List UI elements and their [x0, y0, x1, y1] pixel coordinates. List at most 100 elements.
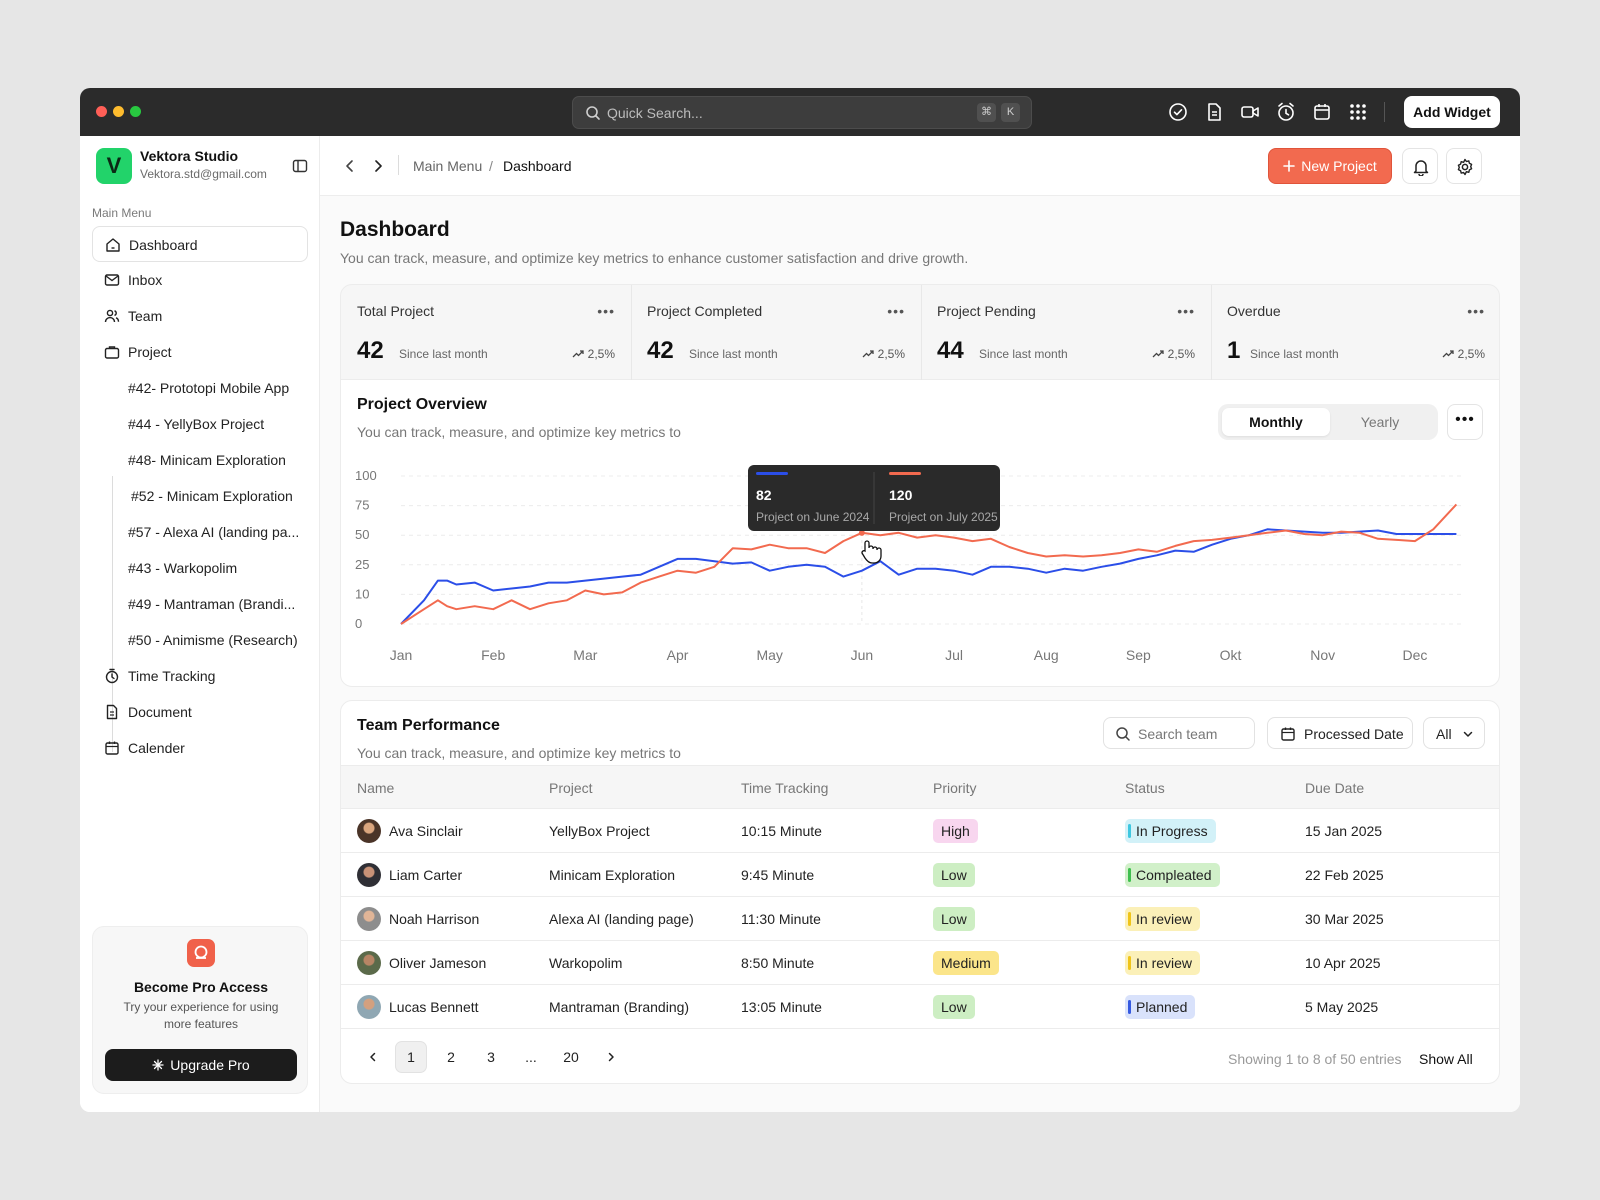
cell-due-date: 10 Apr 2025 [1305, 955, 1381, 971]
back-arrow-icon[interactable] [340, 156, 360, 176]
table-row[interactable]: Lucas Bennett Mantraman (Branding) 13:05… [341, 985, 1499, 1029]
sidebar-project-item[interactable]: #44 - YellyBox Project [128, 416, 265, 432]
hover-point [858, 529, 865, 536]
x-tick-label: Dec [1402, 647, 1427, 663]
sidebar-project-item[interactable]: #49 - Mantraman (Brandi... [128, 596, 296, 612]
stat-trend-value: 2,5% [1457, 347, 1485, 361]
sidebar-toggle-icon[interactable] [292, 158, 308, 174]
stat-card-project-pending: Project Pending ••• 44 Since last month … [921, 285, 1211, 381]
video-icon[interactable] [1239, 101, 1261, 123]
sidebar-item-label: Calender [128, 740, 185, 756]
forward-arrow-icon[interactable] [368, 156, 388, 176]
stat-title: Overdue [1227, 303, 1281, 319]
stat-divider [631, 285, 632, 381]
sidebar-item-dashboard[interactable]: Dashboard [92, 226, 308, 262]
team-search-input[interactable] [1138, 724, 1248, 744]
x-tick-label: Sep [1126, 647, 1151, 663]
next-page-button[interactable] [595, 1041, 627, 1073]
sidebar-item-time-tracking[interactable]: Time Tracking [92, 658, 308, 694]
toggle-monthly[interactable]: Monthly [1222, 408, 1330, 436]
priority-badge: Low [933, 907, 975, 931]
filter-select-value: All [1436, 726, 1452, 742]
new-project-label: New Project [1301, 158, 1377, 174]
stat-value: 44 [937, 337, 964, 364]
stat-trend: 2,5% [1152, 347, 1195, 361]
shortcut-key-cmd: ⌘ [977, 103, 996, 122]
page-button[interactable]: 20 [563, 1049, 579, 1065]
cell-time: 10:15 Minute [741, 823, 822, 839]
series-line-blue [400, 528, 1457, 625]
page-button[interactable]: 1 [395, 1041, 427, 1073]
check-circle-icon[interactable] [1167, 101, 1189, 123]
sidebar-item-team[interactable]: Team [92, 298, 308, 334]
overview-more-button[interactable]: ••• [1447, 404, 1483, 440]
sidebar-project-item[interactable]: #50 - Animisme (Research) [128, 632, 298, 648]
page-button[interactable]: 3 [487, 1049, 495, 1065]
column-header-priority[interactable]: Priority [933, 780, 977, 796]
bell-icon [1413, 160, 1429, 176]
x-tick-label: Apr [667, 647, 689, 663]
more-options-icon[interactable]: ••• [597, 303, 615, 319]
table-row[interactable]: Ava Sinclair YellyBox Project 10:15 Minu… [341, 809, 1499, 853]
main-content: Main Menu / Dashboard New Project Dashbo… [320, 136, 1520, 1112]
add-widget-button[interactable]: Add Widget [1404, 96, 1500, 128]
team-search-box[interactable] [1103, 717, 1255, 749]
y-tick-label: 25 [355, 557, 369, 572]
sidebar-project-item[interactable]: #57 - Alexa AI (landing pa... [128, 524, 300, 540]
priority-badge: Low [933, 863, 975, 887]
sidebar-item-calender[interactable]: Calender [92, 730, 308, 766]
team-description: You can track, measure, and optimize key… [357, 745, 681, 761]
more-options-icon[interactable]: ••• [1467, 303, 1485, 319]
more-options-icon[interactable]: ••• [887, 303, 905, 319]
sidebar-project-item[interactable]: #48- Minicam Exploration [128, 452, 286, 468]
maximize-window-dot[interactable] [130, 106, 141, 117]
breadcrumb-main-menu[interactable]: Main Menu [413, 158, 483, 174]
x-tick-label: May [756, 647, 782, 663]
new-project-button[interactable]: New Project [1268, 148, 1392, 184]
table-row[interactable]: Oliver Jameson Warkopolim 8:50 Minute Me… [341, 941, 1499, 985]
more-options-icon[interactable]: ••• [1177, 303, 1195, 319]
page-button[interactable]: 2 [447, 1049, 455, 1065]
notifications-button[interactable] [1402, 148, 1438, 184]
column-header-time-tracking[interactable]: Time Tracking [741, 780, 829, 796]
workspace-logo[interactable]: V [96, 148, 132, 184]
document-icon[interactable] [1203, 101, 1225, 123]
status-badge: Planned [1125, 995, 1196, 1019]
sidebar-item-inbox[interactable]: Inbox [92, 262, 308, 298]
sidebar-item-project[interactable]: Project [92, 334, 308, 370]
column-header-name[interactable]: Name [357, 780, 395, 796]
settings-button[interactable] [1446, 148, 1482, 184]
overview-title: Project Overview [357, 396, 487, 413]
app-window: Quick Search... ⌘ K Add Widget V Vektora… [80, 88, 1520, 1112]
quick-search-input[interactable]: Quick Search... ⌘ K [572, 96, 1032, 129]
stat-since-label: Since last month [399, 347, 488, 361]
cell-project: Alexa AI (landing page) [549, 911, 694, 927]
sidebar-project-item[interactable]: #42- Prototopi Mobile App [128, 380, 290, 396]
minimize-window-dot[interactable] [113, 106, 124, 117]
column-header-status[interactable]: Status [1125, 780, 1165, 796]
stat-title: Project Pending [937, 303, 1036, 319]
column-header-project[interactable]: Project [549, 780, 593, 796]
upgrade-pro-button[interactable]: Upgrade Pro [105, 1049, 297, 1081]
top-bar: Main Menu / Dashboard New Project [320, 136, 1520, 196]
grid-icon[interactable] [1347, 101, 1369, 123]
sidebar-project-item[interactable]: #43 - Warkopolim [128, 560, 238, 576]
cell-name: Ava Sinclair [389, 823, 463, 839]
close-window-dot[interactable] [96, 106, 107, 117]
cell-name: Oliver Jameson [389, 955, 487, 971]
calendar-icon[interactable] [1311, 101, 1333, 123]
toggle-yearly[interactable]: Yearly [1360, 414, 1400, 430]
main-menu-label: Main Menu [92, 206, 152, 220]
processed-date-button[interactable]: Processed Date [1267, 717, 1413, 749]
breadcrumb-separator: / [489, 158, 493, 174]
table-row[interactable]: Noah Harrison Alexa AI (landing page) 11… [341, 897, 1499, 941]
show-all-link[interactable]: Show All [1419, 1051, 1473, 1067]
sidebar-project-item[interactable]: #52 - Minicam Exploration [131, 488, 293, 504]
status-badge: In Progress [1125, 819, 1216, 843]
sidebar-item-document[interactable]: Document [92, 694, 308, 730]
prev-page-button[interactable] [357, 1041, 389, 1073]
column-header-due-date[interactable]: Due Date [1305, 780, 1365, 796]
table-row[interactable]: Liam Carter Minicam Exploration 9:45 Min… [341, 853, 1499, 897]
filter-select[interactable]: All [1423, 717, 1485, 749]
alarm-icon[interactable] [1275, 101, 1297, 123]
